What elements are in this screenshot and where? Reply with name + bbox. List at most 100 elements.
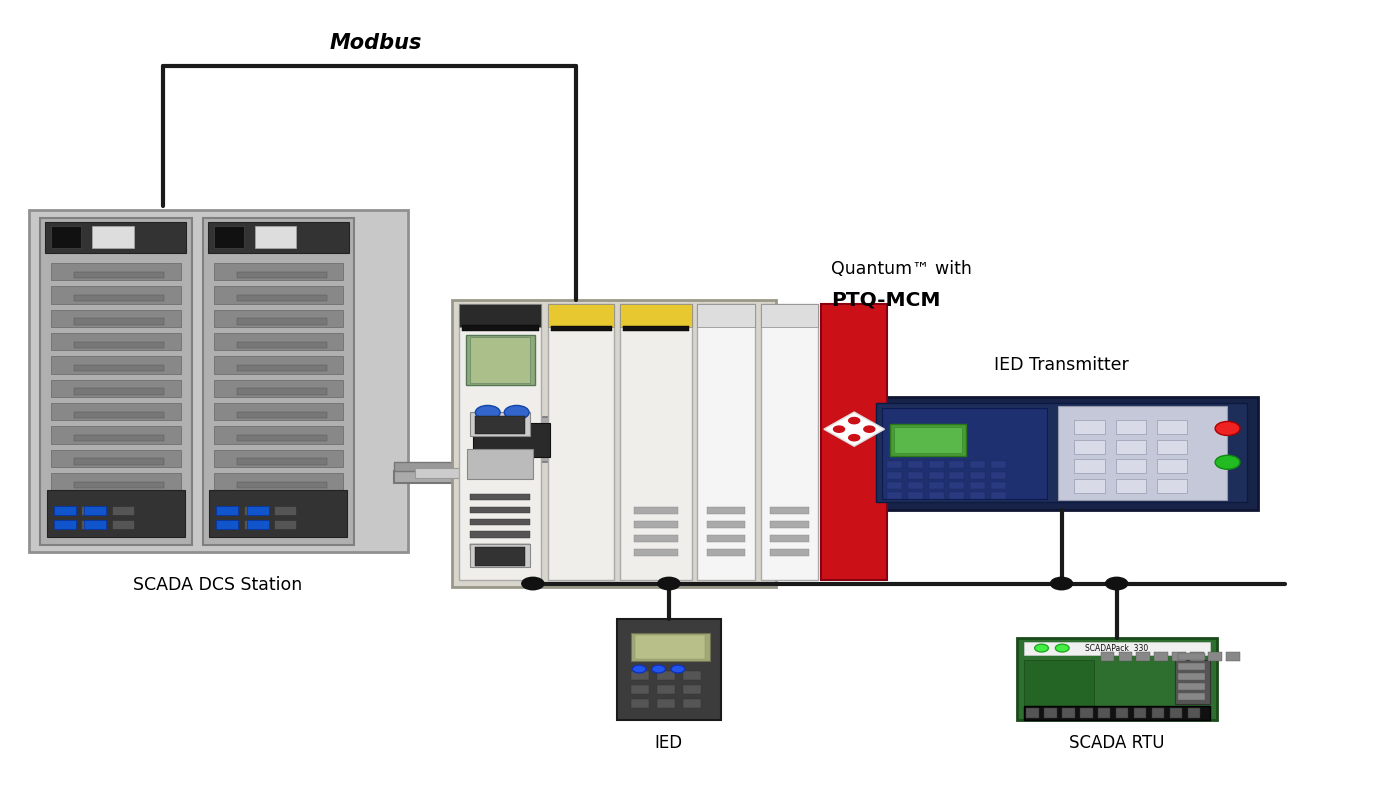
- Bar: [75, 412, 164, 418]
- Text: SCADAPack  330: SCADAPack 330: [1085, 644, 1148, 652]
- Bar: [75, 342, 164, 348]
- Bar: [51, 310, 180, 327]
- Bar: [908, 472, 923, 479]
- Bar: [633, 549, 678, 556]
- Circle shape: [848, 435, 859, 441]
- Bar: [707, 507, 746, 514]
- Bar: [75, 458, 164, 465]
- Bar: [237, 365, 327, 371]
- Bar: [51, 286, 180, 303]
- Bar: [1074, 479, 1105, 493]
- Bar: [771, 535, 808, 542]
- Bar: [51, 333, 180, 351]
- Bar: [1024, 659, 1094, 712]
- Bar: [683, 685, 701, 694]
- Bar: [631, 699, 649, 708]
- Bar: [761, 303, 818, 327]
- Bar: [1024, 642, 1210, 655]
- Bar: [1178, 683, 1206, 690]
- Bar: [75, 295, 164, 301]
- Bar: [1157, 479, 1188, 493]
- Bar: [1157, 421, 1188, 434]
- Bar: [475, 416, 525, 434]
- Bar: [1188, 708, 1200, 718]
- Bar: [54, 505, 76, 515]
- Circle shape: [505, 406, 529, 420]
- Bar: [1173, 652, 1186, 661]
- Bar: [255, 226, 297, 248]
- Bar: [213, 286, 344, 303]
- Bar: [216, 520, 238, 529]
- Bar: [470, 544, 531, 550]
- Bar: [949, 461, 965, 468]
- Bar: [1175, 659, 1210, 704]
- Bar: [865, 397, 1258, 509]
- Bar: [620, 303, 692, 579]
- Bar: [213, 333, 344, 351]
- Bar: [908, 492, 923, 499]
- Bar: [237, 435, 327, 441]
- Bar: [949, 482, 965, 489]
- Bar: [657, 699, 675, 708]
- Circle shape: [1216, 455, 1240, 469]
- Polygon shape: [823, 412, 884, 446]
- Bar: [890, 424, 966, 456]
- Circle shape: [1035, 645, 1048, 652]
- Bar: [394, 462, 607, 472]
- Bar: [549, 303, 614, 579]
- Bar: [633, 507, 678, 514]
- Bar: [470, 337, 531, 383]
- Bar: [1157, 439, 1188, 454]
- Bar: [1155, 652, 1168, 661]
- Bar: [617, 619, 721, 720]
- Bar: [949, 472, 965, 479]
- Bar: [1058, 406, 1227, 501]
- Circle shape: [651, 665, 665, 673]
- Bar: [213, 356, 344, 373]
- Text: IED Transmitter: IED Transmitter: [994, 355, 1130, 373]
- Bar: [213, 263, 344, 281]
- Bar: [929, 492, 944, 499]
- Bar: [771, 549, 808, 556]
- Bar: [213, 427, 344, 443]
- Bar: [1074, 421, 1105, 434]
- Bar: [631, 685, 649, 694]
- Bar: [887, 482, 902, 489]
- Bar: [707, 549, 746, 556]
- Bar: [881, 408, 1046, 499]
- Bar: [1178, 673, 1206, 680]
- Bar: [489, 483, 511, 545]
- Circle shape: [1106, 577, 1128, 590]
- Bar: [237, 482, 327, 488]
- Bar: [908, 482, 923, 489]
- Bar: [237, 295, 327, 301]
- Bar: [274, 520, 297, 529]
- Circle shape: [848, 417, 859, 424]
- Bar: [244, 520, 266, 529]
- Bar: [1134, 708, 1146, 718]
- Bar: [631, 633, 710, 661]
- Bar: [47, 490, 184, 537]
- Bar: [1157, 459, 1188, 473]
- Bar: [51, 427, 180, 443]
- Bar: [112, 520, 133, 529]
- Bar: [631, 670, 649, 680]
- Circle shape: [863, 426, 875, 432]
- Circle shape: [521, 577, 543, 590]
- Bar: [237, 318, 327, 325]
- Bar: [633, 535, 678, 542]
- Bar: [93, 226, 133, 248]
- Bar: [466, 335, 535, 385]
- Bar: [470, 506, 531, 512]
- Bar: [1178, 663, 1206, 670]
- Text: SCADA RTU: SCADA RTU: [1069, 733, 1164, 751]
- Circle shape: [475, 406, 500, 420]
- Bar: [1119, 652, 1132, 661]
- Bar: [1080, 708, 1092, 718]
- Bar: [394, 472, 607, 483]
- Bar: [470, 413, 531, 435]
- Bar: [991, 461, 1006, 468]
- Bar: [1137, 652, 1150, 661]
- Bar: [761, 303, 818, 579]
- Bar: [622, 326, 689, 331]
